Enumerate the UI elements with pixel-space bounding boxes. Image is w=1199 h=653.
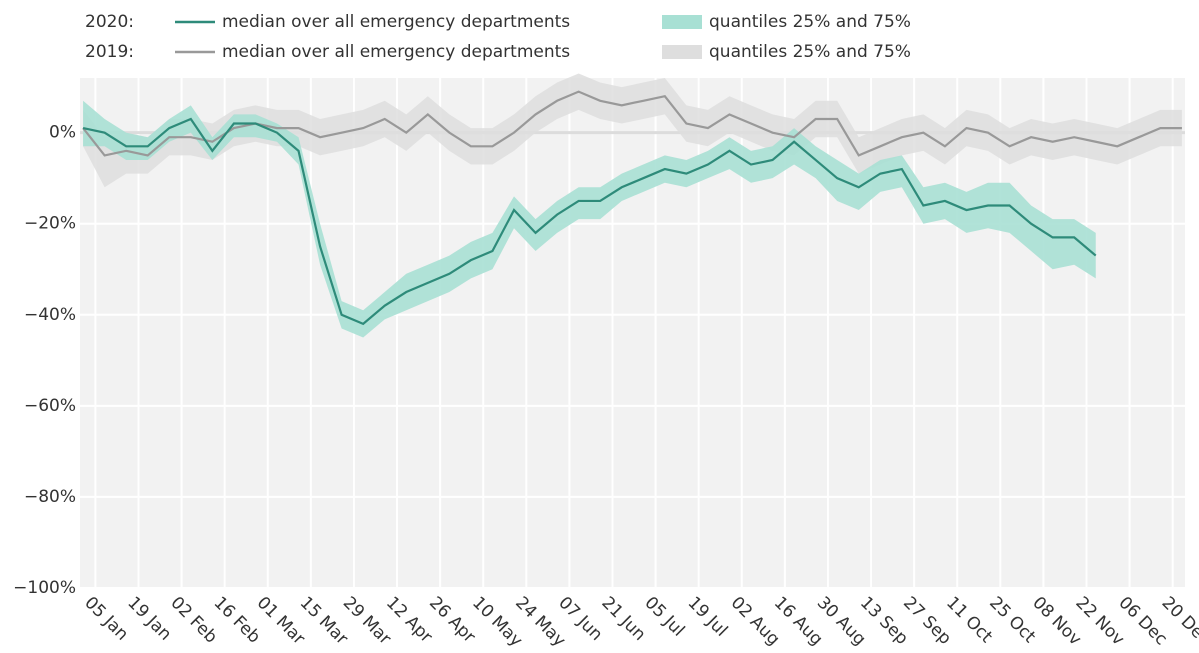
x-tick-label: 21 Jun xyxy=(597,593,649,645)
legend-group: 2020: xyxy=(85,12,134,32)
legend-band xyxy=(662,15,702,29)
x-tick-label: 05 Jul xyxy=(641,593,689,641)
x-tick-label: 26 Apr xyxy=(425,593,479,647)
y-tick-label: −40% xyxy=(24,305,76,325)
x-tick-label: 19 Jan xyxy=(123,593,175,645)
x-tick-label: 02 Feb xyxy=(167,593,222,648)
x-tick-label: 25 Oct xyxy=(985,593,1039,647)
y-tick-label: −100% xyxy=(13,578,76,598)
y-tick-label: −20% xyxy=(24,214,76,234)
legend-label: median over all emergency departments xyxy=(222,12,570,32)
median-line xyxy=(82,90,1182,157)
y-tick-label: −80% xyxy=(24,487,76,507)
median-line xyxy=(82,117,1097,326)
legend-group: 2019: xyxy=(85,42,134,62)
legend-label: median over all emergency departments xyxy=(222,42,570,62)
y-tick-label: −60% xyxy=(24,396,76,416)
y-tick-label: 0% xyxy=(49,123,76,143)
legend-label: quantiles 25% and 75% xyxy=(709,12,911,32)
quantile-band xyxy=(83,100,1096,338)
x-tick-label: 16 Feb xyxy=(210,593,265,648)
legend-band xyxy=(662,45,702,59)
x-tick-label: 19 Jul xyxy=(684,593,732,641)
legend-label: quantiles 25% and 75% xyxy=(709,42,911,62)
x-tick-label: 05 Jan xyxy=(80,593,132,645)
